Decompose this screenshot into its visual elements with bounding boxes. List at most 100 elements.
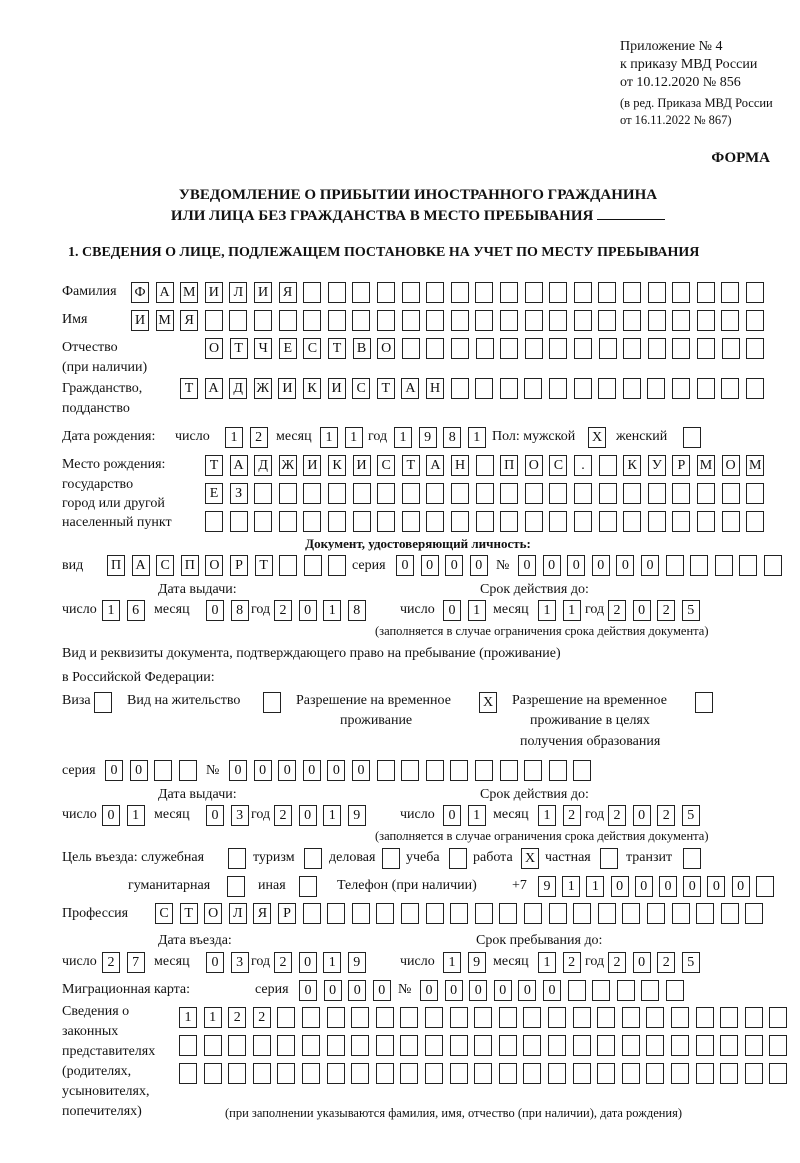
char-cell[interactable]: О xyxy=(377,338,396,359)
char-cell[interactable] xyxy=(721,483,740,504)
char-cell[interactable] xyxy=(697,338,715,359)
char-cell[interactable] xyxy=(672,483,691,504)
char-cell[interactable] xyxy=(671,1007,689,1028)
char-cell[interactable] xyxy=(672,378,690,399)
char-cell[interactable] xyxy=(375,1063,394,1084)
char-cell[interactable] xyxy=(451,511,469,532)
char-cell[interactable] xyxy=(647,310,666,331)
char-cell[interactable]: 0 xyxy=(543,980,561,1001)
char-cell[interactable]: 0 xyxy=(610,876,629,897)
char-cell[interactable] xyxy=(400,1063,419,1084)
char-cell[interactable] xyxy=(721,310,740,331)
char-cell[interactable]: И xyxy=(278,378,297,399)
char-cell[interactable]: 0 xyxy=(299,980,317,1001)
char-cell[interactable] xyxy=(744,1063,763,1084)
char-cell[interactable]: 3 xyxy=(230,952,249,973)
char-cell[interactable] xyxy=(720,903,739,924)
visa-checkbox[interactable] xyxy=(94,692,112,713)
char-cell[interactable] xyxy=(548,903,567,924)
char-cell[interactable] xyxy=(746,310,764,331)
char-cell[interactable]: 1 xyxy=(323,952,342,973)
char-cell[interactable]: 0 xyxy=(469,980,488,1001)
char-cell[interactable] xyxy=(303,555,322,576)
char-cell[interactable]: Я xyxy=(180,310,199,331)
char-cell[interactable] xyxy=(573,282,592,303)
char-cell[interactable] xyxy=(499,378,518,399)
char-cell[interactable] xyxy=(721,378,740,399)
char-cell[interactable] xyxy=(475,338,494,359)
char-cell[interactable] xyxy=(646,1035,665,1056)
sex-male-checkbox[interactable]: X xyxy=(588,427,606,448)
char-cell[interactable]: Е xyxy=(205,483,223,504)
char-cell[interactable]: О xyxy=(205,555,224,576)
char-cell[interactable] xyxy=(714,555,733,576)
char-cell[interactable]: 0 xyxy=(278,760,297,781)
char-cell[interactable]: И xyxy=(131,310,149,331)
char-cell[interactable] xyxy=(204,310,223,331)
char-cell[interactable]: 1 xyxy=(467,600,486,621)
char-cell[interactable] xyxy=(598,378,617,399)
char-cell[interactable] xyxy=(672,282,691,303)
char-cell[interactable]: 0 xyxy=(298,805,317,826)
char-cell[interactable]: П xyxy=(500,455,519,476)
char-cell[interactable]: 2 xyxy=(274,805,292,826)
char-cell[interactable] xyxy=(449,1063,468,1084)
char-cell[interactable] xyxy=(229,310,248,331)
char-cell[interactable] xyxy=(621,1063,640,1084)
char-cell[interactable] xyxy=(229,511,248,532)
char-cell[interactable] xyxy=(592,980,611,1001)
char-cell[interactable]: Т xyxy=(180,378,198,399)
char-cell[interactable] xyxy=(623,338,642,359)
char-cell[interactable]: 1 xyxy=(394,427,412,448)
char-cell[interactable] xyxy=(500,483,519,504)
char-cell[interactable]: 1 xyxy=(586,876,605,897)
char-cell[interactable] xyxy=(377,310,395,331)
char-cell[interactable] xyxy=(277,1035,296,1056)
char-cell[interactable]: 5 xyxy=(681,952,700,973)
char-cell[interactable] xyxy=(474,1007,493,1028)
char-cell[interactable]: 1 xyxy=(225,427,243,448)
char-cell[interactable] xyxy=(549,511,568,532)
char-cell[interactable]: 0 xyxy=(298,952,317,973)
char-cell[interactable]: 0 xyxy=(323,980,342,1001)
char-cell[interactable]: 0 xyxy=(518,555,536,576)
char-cell[interactable]: 5 xyxy=(681,805,700,826)
char-cell[interactable] xyxy=(621,1007,640,1028)
char-cell[interactable] xyxy=(671,903,690,924)
legal-reps-row-2[interactable] xyxy=(179,1035,794,1057)
char-cell[interactable] xyxy=(744,1007,763,1028)
char-cell[interactable]: 0 xyxy=(229,760,247,781)
char-cell[interactable]: С xyxy=(155,903,173,924)
char-cell[interactable]: 3 xyxy=(230,805,249,826)
char-cell[interactable]: 2 xyxy=(608,952,626,973)
char-cell[interactable]: Т xyxy=(205,455,223,476)
char-cell[interactable] xyxy=(524,282,543,303)
char-cell[interactable]: 1 xyxy=(323,805,342,826)
char-cell[interactable] xyxy=(254,511,273,532)
char-cell[interactable]: 0 xyxy=(348,980,367,1001)
char-cell[interactable] xyxy=(426,310,445,331)
char-cell[interactable]: 2 xyxy=(252,1007,271,1028)
char-cell[interactable] xyxy=(328,555,347,576)
char-cell[interactable] xyxy=(475,455,494,476)
char-cell[interactable] xyxy=(697,511,715,532)
char-cell[interactable] xyxy=(746,511,765,532)
char-cell[interactable]: 1 xyxy=(538,952,556,973)
char-cell[interactable]: 0 xyxy=(298,600,317,621)
char-cell[interactable] xyxy=(426,282,445,303)
char-cell[interactable] xyxy=(375,1007,394,1028)
char-cell[interactable]: 2 xyxy=(249,427,268,448)
char-cell[interactable] xyxy=(449,1035,468,1056)
char-cell[interactable]: 0 xyxy=(443,600,461,621)
char-cell[interactable]: 0 xyxy=(683,876,702,897)
char-cell[interactable] xyxy=(328,511,346,532)
char-cell[interactable]: 2 xyxy=(657,952,676,973)
